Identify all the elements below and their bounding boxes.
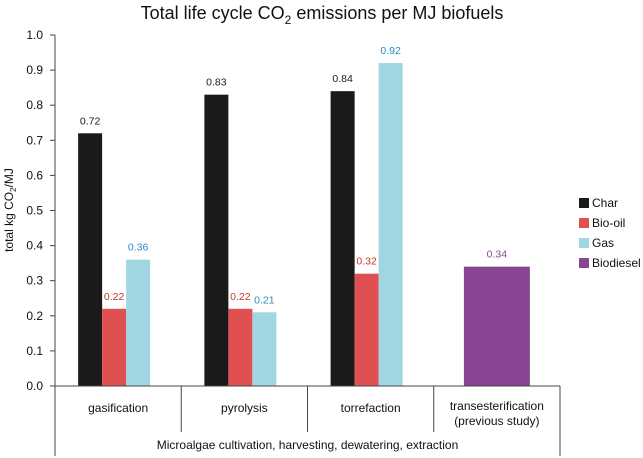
axis-lines: [54, 35, 561, 456]
data-label: 0.22: [104, 291, 125, 303]
category-label: pyrolysis: [221, 401, 268, 415]
y-tick-label: 0.6: [26, 168, 43, 182]
y-tick-label: 0.4: [26, 239, 43, 253]
bar-bio-oil-0: [102, 308, 127, 386]
bar-gas-1: [252, 312, 277, 386]
data-label: 0.34: [487, 249, 508, 261]
data-label: 0.21: [254, 294, 275, 306]
y-tick-label: 0.3: [26, 274, 43, 288]
y-tick-label: 0.2: [26, 309, 43, 323]
legend-label: Biodiesel: [592, 256, 641, 270]
bar-labels: 0.720.220.360.830.22 0.210.840.320.920.34: [80, 45, 507, 306]
data-label: 0.92: [380, 45, 401, 57]
bar-char-2: [330, 91, 355, 386]
y-tick-label: 1.0: [26, 28, 43, 42]
y-axis-label: total kg CO2/MJ: [2, 168, 18, 252]
data-label: 0.22: [230, 291, 251, 303]
legend-swatch-bio-oil: [579, 218, 589, 228]
y-tick-label: 0.5: [26, 204, 43, 218]
bar-char-0: [78, 133, 103, 386]
legend-label: Gas: [592, 236, 614, 250]
bar-biodiesel-3: [463, 266, 530, 386]
legend: Char Bio-oil Gas Biodiesel: [579, 196, 641, 270]
y-tick-label: 0.1: [26, 344, 43, 358]
data-label: 0.32: [356, 256, 377, 268]
y-tick-label: 0.0: [26, 379, 43, 393]
bar-gas-0: [126, 259, 151, 386]
y-tick-label: 0.7: [26, 133, 43, 147]
data-label: 0.72: [80, 115, 101, 127]
x-axis: gasification pyrolysis torrefaction transes…: [88, 399, 544, 452]
bar-bio-oil-1: [228, 308, 253, 386]
category-label: gasification: [88, 401, 148, 415]
legend-label: Char: [592, 196, 618, 210]
data-label: 0.36: [128, 242, 149, 254]
category-label: transesterification: [450, 399, 544, 413]
category-label: torrefaction: [341, 401, 401, 415]
data-label: 0.84: [332, 73, 353, 85]
category-sublabel: (previous study): [454, 414, 539, 428]
legend-swatch-gas: [579, 238, 589, 248]
data-label: 0.83: [206, 77, 227, 89]
bars: [78, 63, 530, 387]
legend-swatch-biodiesel: [579, 258, 589, 268]
bar-bio-oil-2: [354, 273, 379, 386]
chart-title: Total life cycle CO2 emissions per MJ bi…: [141, 3, 504, 27]
bar-gas-2: [378, 63, 403, 387]
bar-char-1: [204, 94, 229, 387]
y-tick-label: 0.8: [26, 98, 43, 112]
group-label: Microalgae cultivation, harvesting, dewa…: [157, 438, 459, 452]
legend-label: Bio-oil: [592, 216, 625, 230]
y-axis: 0.0 0.1 0.2 0.3 0.4 0.5 0.6 0.7 0.8 0.9 1.0: [26, 28, 55, 393]
y-tick-label: 0.9: [26, 63, 43, 77]
legend-swatch-char: [579, 198, 589, 208]
